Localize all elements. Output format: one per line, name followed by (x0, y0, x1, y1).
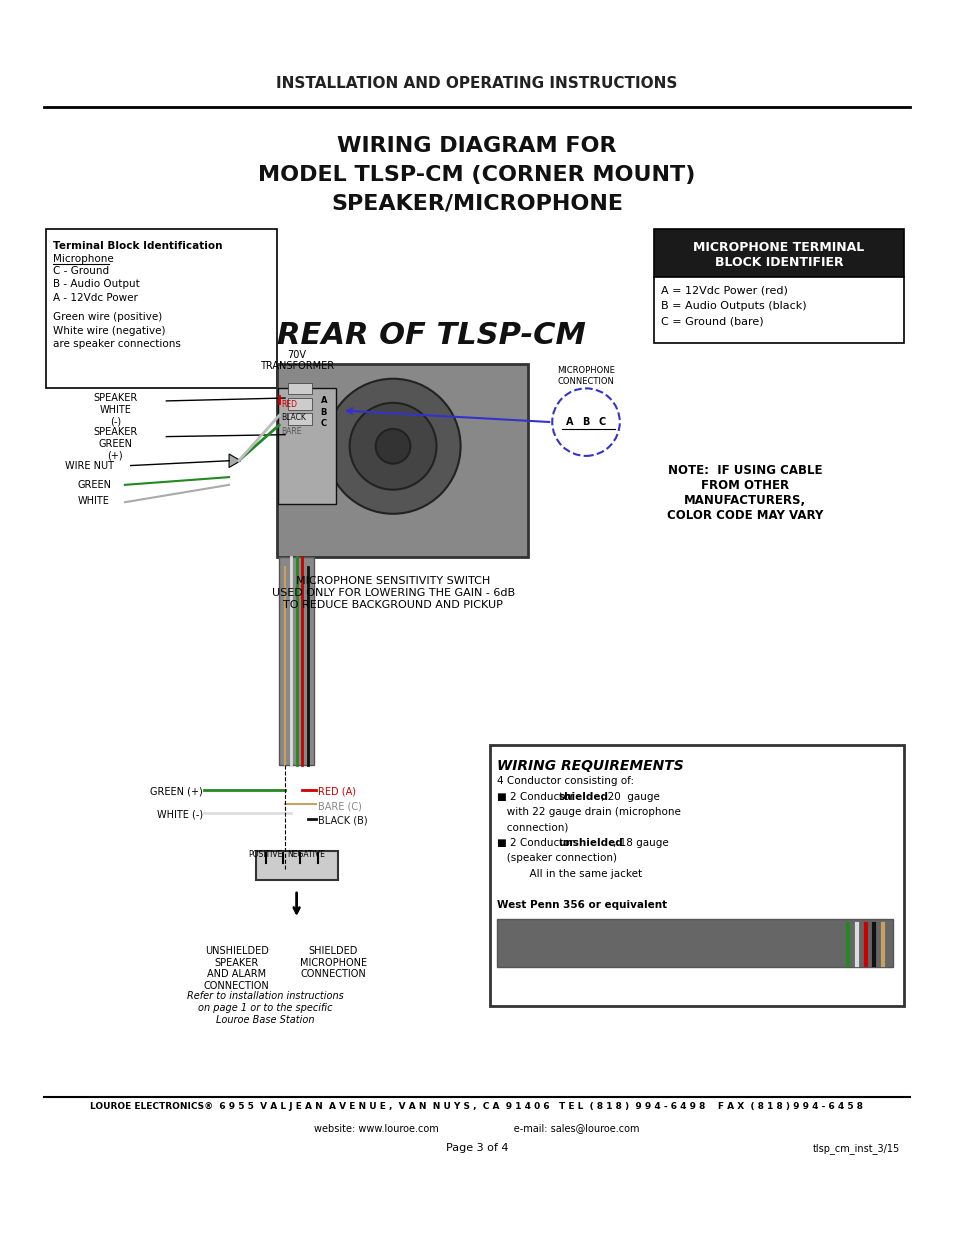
Text: B: B (581, 417, 589, 427)
Text: are speaker connections: are speaker connections (53, 340, 181, 350)
Text: 4 Conductor consisting of:: 4 Conductor consisting of: (497, 777, 634, 787)
Text: BLACK: BLACK (281, 414, 306, 422)
Text: 70V
TRANSFORMER: 70V TRANSFORMER (259, 350, 334, 372)
Text: BARE: BARE (281, 427, 301, 436)
Text: B = Audio Outputs (black): B = Audio Outputs (black) (660, 300, 806, 310)
Text: A - 12Vdc Power: A - 12Vdc Power (53, 293, 138, 303)
Text: POSITIVE: POSITIVE (249, 850, 283, 858)
Text: West Penn 356 or equivalent: West Penn 356 or equivalent (497, 899, 667, 910)
FancyBboxPatch shape (653, 230, 903, 278)
Text: shielded: shielded (558, 792, 607, 802)
FancyBboxPatch shape (278, 388, 335, 504)
Text: Page 3 of 4: Page 3 of 4 (445, 1142, 508, 1152)
Text: NOTE:  IF USING CABLE
FROM OTHER
MANUFACTURERS,
COLOR CODE MAY VARY: NOTE: IF USING CABLE FROM OTHER MANUFACT… (666, 463, 822, 521)
Text: All in the same jacket: All in the same jacket (497, 868, 641, 879)
FancyBboxPatch shape (489, 746, 903, 1005)
Text: with 22 gauge drain (microphone: with 22 gauge drain (microphone (497, 806, 680, 818)
Text: ■ 2 Conductor: ■ 2 Conductor (497, 837, 577, 848)
Text: White wire (negative): White wire (negative) (53, 326, 166, 336)
FancyBboxPatch shape (277, 364, 528, 557)
Polygon shape (229, 454, 240, 468)
Text: NEGATIVE: NEGATIVE (287, 850, 325, 858)
Text: BLOCK IDENTIFIER: BLOCK IDENTIFIER (714, 256, 842, 269)
Text: SHIELDED
MICROPHONE
CONNECTION: SHIELDED MICROPHONE CONNECTION (299, 946, 367, 979)
FancyBboxPatch shape (255, 851, 337, 881)
Text: UNSHIELDED
SPEAKER
AND ALARM
CONNECTION: UNSHIELDED SPEAKER AND ALARM CONNECTION (204, 946, 270, 990)
Text: INSTALLATION AND OPERATING INSTRUCTIONS: INSTALLATION AND OPERATING INSTRUCTIONS (276, 77, 677, 91)
FancyBboxPatch shape (288, 398, 312, 410)
Text: B: B (320, 408, 327, 416)
Text: WHITE (-): WHITE (-) (156, 810, 203, 820)
Text: RED: RED (281, 400, 296, 409)
Text: ■ 2 Conductor: ■ 2 Conductor (497, 792, 577, 802)
Text: WHITE: WHITE (78, 496, 110, 506)
Text: WIRE NUT: WIRE NUT (65, 461, 113, 471)
Text: BLACK (B): BLACK (B) (317, 816, 367, 826)
Text: A: A (565, 417, 573, 427)
Text: SPEAKER
GREEN
(+): SPEAKER GREEN (+) (93, 427, 137, 461)
Text: C = Ground (bare): C = Ground (bare) (660, 316, 763, 326)
FancyBboxPatch shape (288, 383, 312, 394)
Text: A: A (320, 396, 327, 405)
FancyBboxPatch shape (497, 919, 892, 967)
Text: MICROPHONE TERMINAL: MICROPHONE TERMINAL (693, 241, 863, 253)
Text: (speaker connection): (speaker connection) (497, 853, 617, 863)
Circle shape (375, 429, 410, 463)
Text: SPEAKER
WHITE
(-): SPEAKER WHITE (-) (93, 393, 137, 426)
Text: Terminal Block Identification: Terminal Block Identification (53, 241, 223, 251)
FancyBboxPatch shape (279, 557, 314, 764)
Text: , 20  gauge: , 20 gauge (600, 792, 659, 802)
FancyBboxPatch shape (288, 414, 312, 425)
Text: REAR OF TLSP-CM: REAR OF TLSP-CM (277, 321, 585, 350)
Text: MICROPHONE SENSITIVITY SWITCH
USED ONLY FOR LOWERING THE GAIN - 6dB
TO REDUCE BA: MICROPHONE SENSITIVITY SWITCH USED ONLY … (272, 577, 514, 610)
FancyBboxPatch shape (46, 230, 277, 388)
Text: tlsp_cm_inst_3/15: tlsp_cm_inst_3/15 (812, 1142, 899, 1153)
Text: RED (A): RED (A) (317, 787, 355, 797)
Text: MICROPHONE
CONNECTION: MICROPHONE CONNECTION (557, 367, 615, 385)
Text: , 18 gauge: , 18 gauge (613, 837, 668, 848)
Text: C - Ground: C - Ground (53, 266, 110, 275)
Text: WIRING DIAGRAM FOR: WIRING DIAGRAM FOR (337, 136, 616, 156)
Text: connection): connection) (497, 823, 568, 832)
Text: Microphone: Microphone (53, 254, 114, 264)
Text: unshielded: unshielded (558, 837, 622, 848)
Text: C: C (320, 419, 327, 429)
Text: WIRING REQUIREMENTS: WIRING REQUIREMENTS (497, 758, 683, 773)
FancyBboxPatch shape (653, 278, 903, 343)
Text: GREEN: GREEN (77, 480, 111, 490)
Circle shape (350, 403, 436, 489)
Text: LOUROE ELECTRONICS®  6 9 5 5  V A L J E A N  A V E N U E ,  V A N  N U Y S ,  C : LOUROE ELECTRONICS® 6 9 5 5 V A L J E A … (91, 1103, 862, 1112)
Text: A = 12Vdc Power (red): A = 12Vdc Power (red) (660, 285, 787, 295)
Text: Refer to installation instructions
on page 1 or to the specific
Louroe Base Stat: Refer to installation instructions on pa… (187, 992, 344, 1025)
Text: website: www.louroe.com                        e-mail: sales@louroe.com: website: www.louroe.com e-mail: sales@lo… (314, 1124, 639, 1134)
Text: SPEAKER/MICROPHONE: SPEAKER/MICROPHONE (331, 194, 622, 214)
Text: Green wire (positive): Green wire (positive) (53, 312, 163, 322)
Text: C: C (598, 417, 605, 427)
Text: MODEL TLSP-CM (CORNER MOUNT): MODEL TLSP-CM (CORNER MOUNT) (258, 164, 695, 184)
Text: B - Audio Output: B - Audio Output (53, 279, 140, 289)
Circle shape (325, 379, 460, 514)
Text: BARE (C): BARE (C) (317, 802, 361, 811)
Text: GREEN (+): GREEN (+) (151, 787, 203, 797)
